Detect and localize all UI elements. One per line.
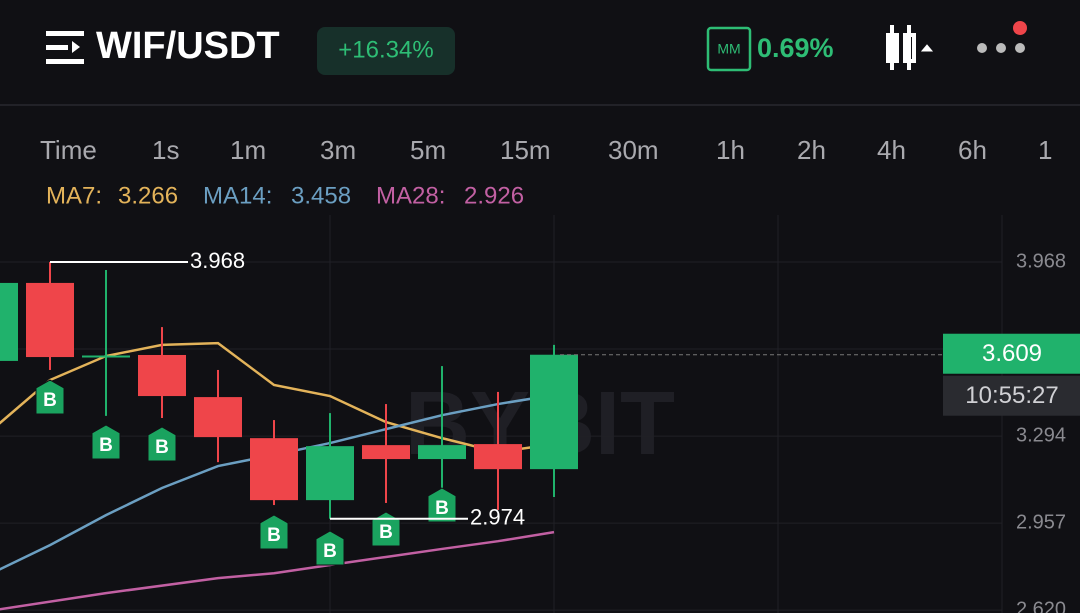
countdown: 10:55:27: [965, 382, 1058, 409]
candlestick-chart: 3.968 3.294 2.957 2.620 B B B B B B B 3.968 2.974 3.6…: [0, 248, 1080, 613]
countdown-tag: [943, 375, 1080, 416]
low-label: 2.974: [470, 505, 525, 530]
timeframe[interactable]: 1s: [152, 135, 179, 165]
buy-marker-label: B: [155, 437, 169, 458]
high-label: 3.968: [190, 248, 245, 273]
buy-marker: [35, 379, 65, 415]
buy-marker-label: B: [267, 525, 281, 546]
buy-marker-label: B: [323, 541, 337, 562]
ma-label: MA14:: [203, 182, 272, 209]
timeframe[interactable]: 30m: [608, 135, 659, 165]
ma-label: MA7:: [46, 182, 102, 209]
timeframe[interactable]: 5m: [410, 135, 446, 165]
buy-marker: [147, 426, 177, 462]
candle-body: [530, 354, 578, 470]
ma-line: [0, 341, 555, 454]
candle-body: [82, 355, 130, 358]
chart-type-icon[interactable]: [886, 25, 934, 70]
timeframe[interactable]: 1h: [716, 135, 745, 165]
buy-marker-label: B: [99, 435, 113, 456]
candle-body: [474, 444, 522, 470]
mm-value: 0.69%: [757, 33, 834, 63]
timeframe[interactable]: 1m: [230, 135, 266, 165]
buy-marker-label: B: [379, 522, 393, 543]
timeframe[interactable]: 15m: [500, 135, 551, 165]
candle-body: [306, 446, 354, 501]
more-icon[interactable]: [977, 21, 1027, 53]
y-tick-label: 3.294: [1016, 424, 1066, 446]
buy-marker: [259, 514, 289, 550]
candle-body: [362, 445, 410, 460]
pair-title[interactable]: WIF/USDT: [96, 25, 280, 67]
ma-legend: MA7: 3.266 MA14: 3.458 MA28: 2.926: [46, 182, 524, 209]
price-tag-label: 3.609: [982, 340, 1042, 367]
timeframe[interactable]: 2h: [797, 135, 826, 165]
change-badge: [317, 27, 455, 75]
timeframe[interactable]: 3m: [320, 135, 356, 165]
candle-body: [250, 438, 298, 501]
candle-body: [418, 445, 466, 460]
timeframe[interactable]: Time: [40, 135, 97, 165]
candle-body: [138, 354, 186, 397]
candle-body: [26, 282, 74, 358]
candle-body: [0, 282, 18, 361]
ma-value: 2.926: [464, 182, 524, 209]
timeframe[interactable]: 6h: [958, 135, 987, 165]
buy-marker: [91, 424, 121, 460]
buy-marker: [427, 487, 457, 523]
ma-value: 3.266: [118, 182, 178, 209]
buy-marker-label: B: [435, 498, 449, 519]
y-tick-label: 2.620: [1016, 598, 1066, 613]
timeframe[interactable]: 4h: [877, 135, 906, 165]
buy-marker: [315, 530, 345, 566]
mm-box[interactable]: [706, 26, 752, 72]
ma-label: MA28:: [376, 182, 445, 209]
menu-icon[interactable]: [46, 31, 84, 64]
mm-label: MM: [717, 41, 740, 57]
change: +16.34%: [338, 36, 433, 63]
ma-value: 3.458: [291, 182, 351, 209]
candle-body: [194, 397, 242, 438]
buy-marker-label: B: [43, 390, 57, 411]
y-tick-label: 2.957: [1016, 511, 1066, 533]
timeframe[interactable]: 1: [1038, 135, 1052, 165]
price-tag: [943, 333, 1080, 374]
y-tick-label: 3.968: [1016, 250, 1066, 272]
timeframe-bar: Time 1s 1m 3m 5m 15m 30m 1h 2h 4h 6h 1: [40, 135, 1052, 165]
